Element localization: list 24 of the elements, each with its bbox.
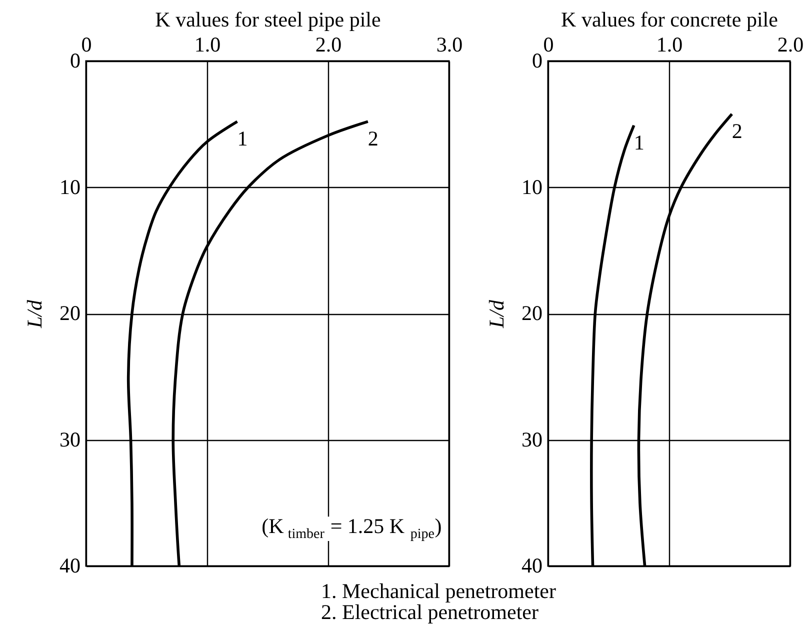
y-tick-label: 40 [522, 554, 542, 578]
y-tick-label: 10 [60, 174, 80, 199]
y-tick-label: 0 [70, 48, 80, 72]
x-axis-title: K values for steel pipe pile [155, 8, 381, 32]
y-tick-label: 20 [60, 301, 80, 325]
series-label: 2 [732, 119, 742, 144]
x-axis-title: K values for concrete pile [561, 8, 778, 32]
series-label: 1 [634, 130, 644, 154]
y-tick-label: 20 [522, 301, 542, 325]
x-tick-label: 1.0 [194, 32, 221, 56]
y-tick-label: 40 [60, 554, 80, 578]
x-tick-label: 2.0 [315, 32, 342, 56]
x-tick-label: 2.0 [777, 32, 804, 56]
series-label: 2 [368, 126, 378, 151]
x-tick-label: 1.0 [656, 32, 683, 56]
y-axis-title: L/d [22, 299, 46, 330]
y-tick-label: 30 [522, 427, 542, 452]
y-axis-title: L/d [484, 299, 508, 330]
x-tick-label: 3.0 [436, 32, 463, 56]
y-tick-label: 0 [532, 48, 542, 72]
series-label: 1 [237, 126, 248, 151]
y-tick-label: 30 [60, 427, 80, 452]
text: 1. Mechanical penetrometer [321, 579, 556, 603]
y-tick-label: 10 [522, 174, 542, 199]
